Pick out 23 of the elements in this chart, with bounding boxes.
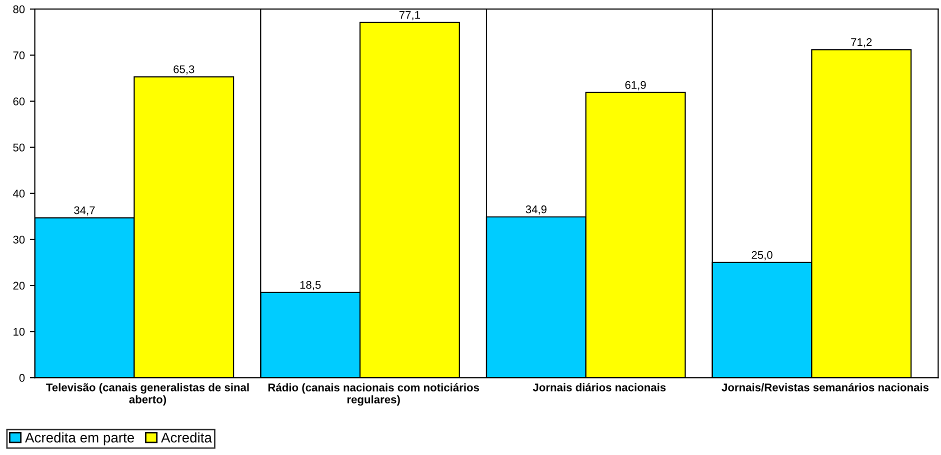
legend-label: Acredita bbox=[161, 432, 212, 443]
x-tick-label: Jornais/Revistas semanários nacionais bbox=[722, 383, 929, 392]
y-tick-label: 30 bbox=[13, 236, 25, 244]
data-label: 34,7 bbox=[74, 206, 95, 216]
data-label: 34,9 bbox=[526, 205, 546, 215]
y-tick-label: 70 bbox=[13, 51, 25, 60]
y-tick-label: 80 bbox=[13, 5, 25, 14]
legend-label: Acredita em parte bbox=[25, 432, 134, 446]
data-label: 25,0 bbox=[752, 251, 772, 260]
x-tick-label: Jornais diários nacionais bbox=[532, 383, 666, 392]
data-label: 71,2 bbox=[851, 38, 872, 48]
y-tick-label: 50 bbox=[13, 144, 25, 152]
x-tick-label: Rádio (canais nacionais com noticiários regulares) bbox=[268, 383, 480, 406]
y-tick-label: 10 bbox=[14, 328, 25, 336]
y-tick-label: 20 bbox=[13, 282, 25, 290]
data-label: 65,3 bbox=[174, 65, 194, 75]
y-tick-label: 40 bbox=[12, 190, 25, 198]
y-tick-label: 60 bbox=[13, 98, 25, 106]
data-label: 18,5 bbox=[300, 280, 321, 290]
data-label: 77,1 bbox=[399, 11, 420, 20]
data-label: 61,9 bbox=[625, 81, 646, 90]
y-tick-label: 0 bbox=[19, 374, 25, 382]
x-tick-label: Televisão (canais generalistas de sinal aberto) bbox=[46, 383, 249, 406]
